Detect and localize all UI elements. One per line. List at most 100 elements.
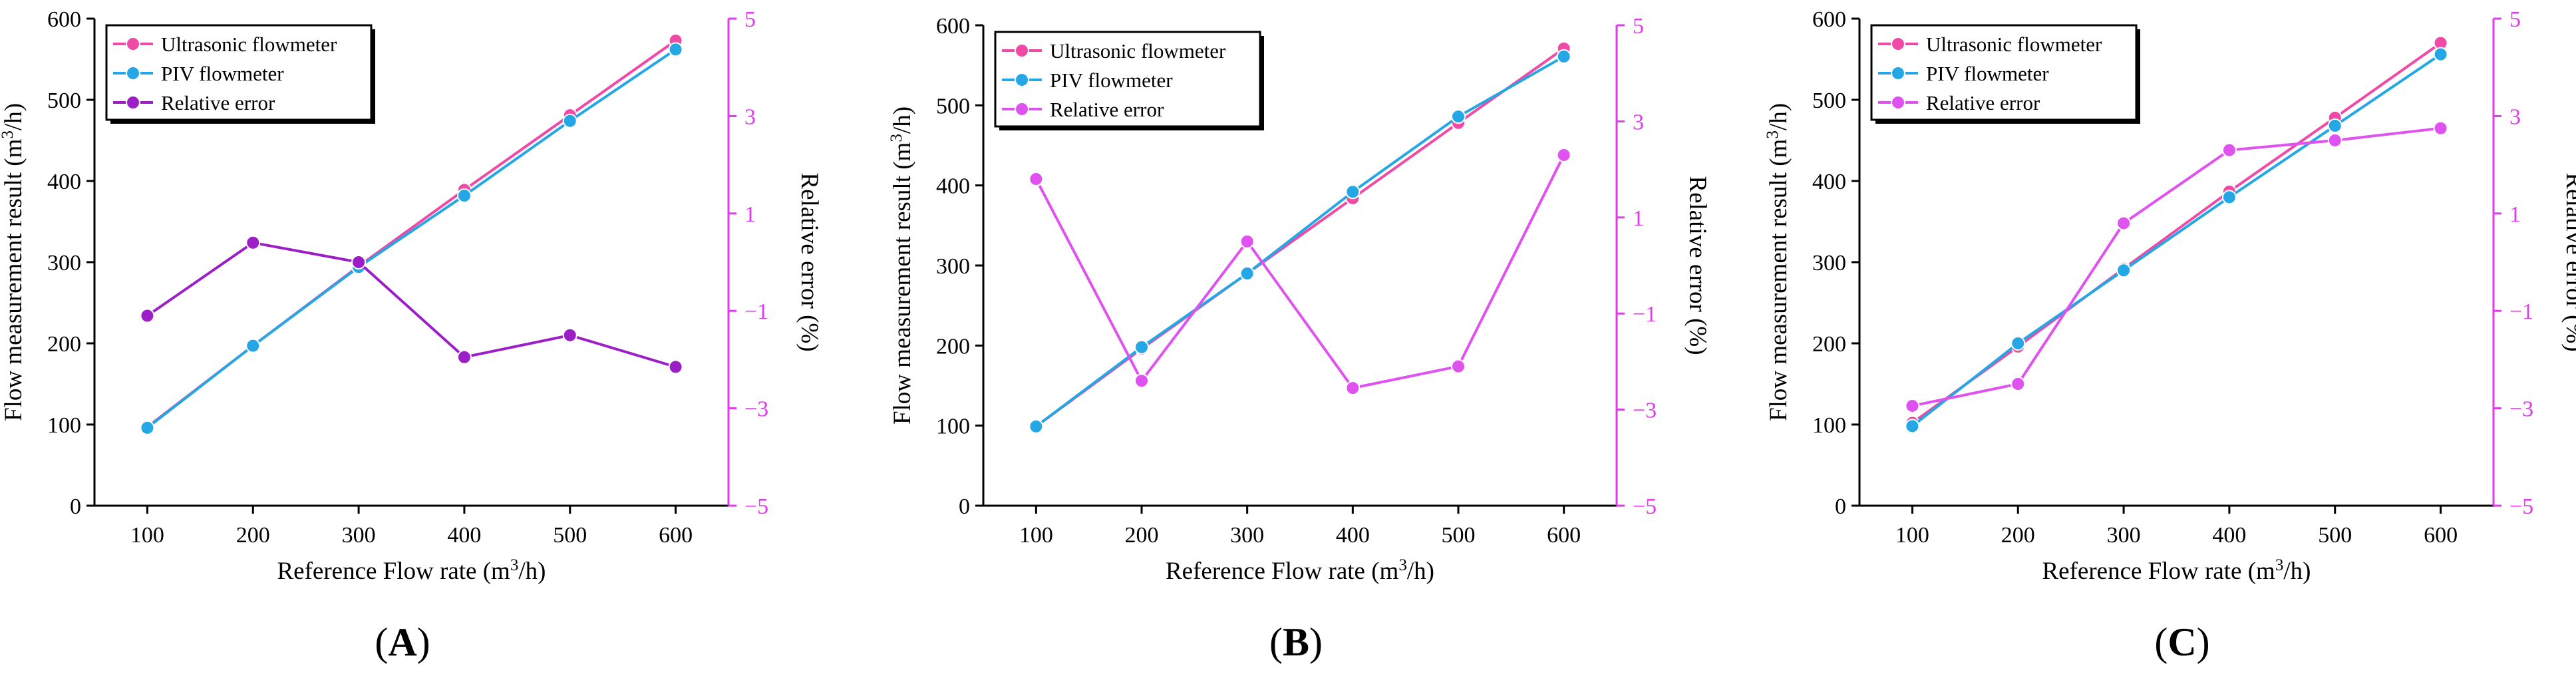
y-tick-label: 200: [1812, 332, 1846, 357]
legend-entry: Ultrasonic flowmeter: [1926, 33, 2102, 56]
legend-marker: [1891, 66, 1905, 81]
y-tick-label: 400: [936, 174, 970, 199]
chart-panel-c: 0 100 200 300 400 500 600 −5 −3 −1 1 3 5 100 200 300 400…: [1764, 7, 2576, 664]
y-axis-title: Flow measurement result (m3/h): [887, 106, 917, 425]
y-axis-title: Flow measurement result (m3/h): [0, 103, 27, 421]
data-point-relative-error: [1029, 172, 1044, 187]
x-tick-label: 600: [659, 523, 693, 548]
y2-tick-label: 1: [1633, 206, 1644, 231]
data-point-piv-flowmeter: [1556, 49, 1571, 64]
legend-marker: [126, 66, 140, 81]
data-point-relative-error: [2011, 377, 2026, 391]
y2-tick-label: −3: [2509, 397, 2533, 422]
x-axis-title: Reference Flow rate (m3/h): [277, 556, 546, 586]
legend-entry: Relative error: [1926, 91, 2040, 114]
legend-entry: Ultrasonic flowmeter: [161, 33, 337, 56]
y2-tick-label: −5: [2509, 494, 2533, 519]
x-axis-title: Reference Flow rate (m3/h): [2042, 556, 2311, 586]
x-tick-label: 100: [130, 523, 164, 548]
data-point-piv-flowmeter: [1239, 266, 1255, 281]
legend-marker: [1015, 73, 1029, 87]
y-tick-label: 300: [1812, 251, 1846, 275]
y-tick-label: 0: [70, 494, 81, 519]
legend-entry: Relative error: [161, 91, 275, 114]
data-point-relative-error: [1556, 147, 1571, 162]
legend-entry: PIV flowmeter: [1050, 69, 1173, 92]
data-point-relative-error: [1345, 381, 1361, 396]
series-line-relative-error: [1912, 126, 2441, 407]
data-point-relative-error: [2433, 120, 2448, 136]
y-tick-label: 200: [936, 334, 970, 359]
y2-tick-label: 3: [744, 104, 756, 129]
y-tick-label: 100: [936, 415, 970, 439]
legend-marker: [1015, 102, 1029, 116]
x-tick-label: 300: [1230, 523, 1264, 548]
data-point-piv-flowmeter: [2011, 336, 2026, 351]
data-point-relative-error: [562, 327, 577, 343]
y2-tick-label: 5: [1633, 14, 1644, 39]
data-point-relative-error: [668, 359, 683, 375]
y2-axis-title: Relative error (%): [1684, 176, 1711, 355]
legend-marker: [126, 95, 140, 110]
data-point-piv-flowmeter: [245, 338, 261, 353]
data-point-relative-error: [1905, 398, 1920, 413]
y-tick-label: 600: [936, 14, 970, 39]
y-tick-label: 0: [959, 494, 970, 519]
data-point-relative-error: [2221, 142, 2237, 158]
data-point-piv-flowmeter: [2327, 118, 2342, 134]
x-tick-label: 200: [2001, 523, 2035, 548]
data-point-relative-error: [140, 308, 155, 323]
y2-tick-label: 5: [744, 7, 756, 32]
data-point-piv-flowmeter: [1134, 339, 1149, 355]
y-tick-label: 300: [47, 251, 81, 275]
data-point-relative-error: [1239, 234, 1255, 249]
data-point-piv-flowmeter: [140, 420, 155, 435]
data-point-piv-flowmeter: [456, 188, 472, 203]
y2-tick-label: −3: [744, 397, 768, 422]
data-point-relative-error: [1451, 359, 1466, 374]
data-point-piv-flowmeter: [1345, 184, 1361, 200]
y2-tick-label: −1: [744, 299, 768, 324]
panel-label: (B): [1269, 620, 1323, 664]
x-tick-label: 300: [2107, 523, 2141, 548]
data-point-piv-flowmeter: [668, 42, 683, 57]
x-tick-label: 300: [342, 523, 376, 548]
y-tick-label: 600: [47, 7, 81, 32]
legend-entry: Ultrasonic flowmeter: [1050, 39, 1226, 63]
x-tick-label: 200: [236, 523, 270, 548]
legend-marker: [126, 37, 140, 51]
x-tick-label: 100: [1019, 523, 1053, 548]
x-tick-label: 600: [1547, 523, 1581, 548]
y2-axis-title: Relative error (%): [796, 172, 823, 351]
y-tick-label: 400: [1812, 170, 1846, 194]
legend-marker: [1015, 43, 1029, 58]
data-point-piv-flowmeter: [2221, 190, 2237, 205]
data-point-relative-error: [2327, 133, 2342, 148]
legend-entry: Relative error: [1050, 98, 1164, 121]
y-tick-label: 500: [1812, 88, 1846, 113]
y2-tick-label: −5: [1633, 494, 1657, 519]
y2-tick-label: 5: [2509, 7, 2521, 32]
y2-tick-label: −5: [744, 494, 768, 519]
panel-label: (A): [375, 620, 430, 664]
data-point-piv-flowmeter: [2433, 47, 2448, 62]
y2-axis-title: Relative error (%): [2561, 172, 2576, 351]
data-point-relative-error: [456, 349, 472, 365]
y-tick-label: 500: [936, 94, 970, 118]
y-tick-label: 200: [47, 332, 81, 357]
legend-entry: PIV flowmeter: [161, 62, 284, 85]
y-tick-label: 100: [1812, 413, 1846, 438]
data-point-relative-error: [1134, 373, 1149, 389]
x-tick-label: 200: [1125, 523, 1159, 548]
y2-tick-label: −3: [1633, 399, 1657, 423]
y-tick-label: 400: [47, 170, 81, 194]
data-point-piv-flowmeter: [1905, 419, 1920, 434]
data-point-piv-flowmeter: [2116, 263, 2132, 278]
chart-panel-b: 0 100 200 300 400 500 600 −5 −3 −1 1 3 5 100 200 300 400…: [887, 14, 1712, 664]
x-tick-label: 100: [1895, 523, 1929, 548]
series-line-relative-error: [146, 241, 677, 369]
y2-tick-label: −1: [1633, 302, 1657, 327]
y-tick-label: 300: [936, 254, 970, 279]
data-point-piv-flowmeter: [1029, 419, 1044, 434]
